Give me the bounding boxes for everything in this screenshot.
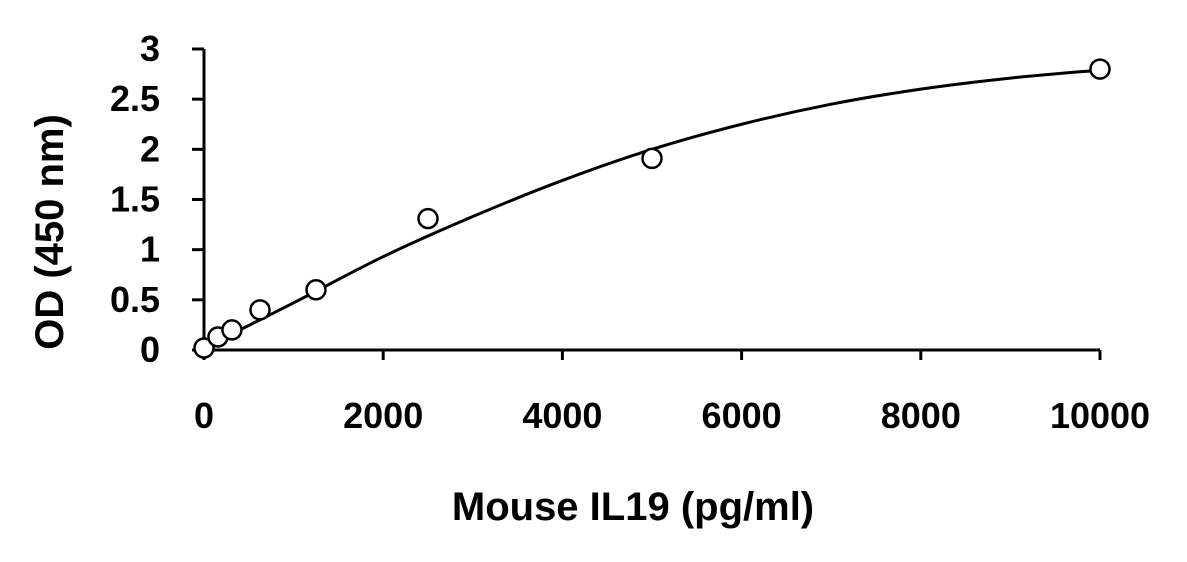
- y-tick-label: 1: [140, 229, 160, 270]
- y-tick-label: 2.5: [110, 78, 160, 119]
- y-tick-label: 0: [140, 329, 160, 370]
- fit-curve: [203, 68, 1101, 350]
- y-axis: 0 0.5 1 1.5 2 2.5 3: [110, 28, 206, 370]
- y-axis-title: OD (450 nm): [28, 114, 72, 350]
- data-point: [221, 319, 243, 341]
- y-tick-label: 2: [140, 128, 160, 169]
- x-axis-title: Mouse IL19 (pg/ml): [452, 485, 814, 529]
- data-point: [249, 299, 271, 321]
- x-tick-label: 2000: [343, 395, 423, 436]
- data-point: [417, 207, 439, 230]
- x-tick-label: 10000: [1050, 395, 1150, 436]
- x-tick-label: 8000: [881, 395, 961, 436]
- data-point: [305, 279, 327, 301]
- y-tick-label: 1.5: [110, 179, 160, 220]
- y-tick-label: 0.5: [110, 279, 160, 320]
- data-point: [1089, 58, 1111, 80]
- x-tick-label: 4000: [522, 395, 602, 436]
- x-tick-label: 6000: [702, 395, 782, 436]
- data-point: [193, 337, 215, 359]
- x-tick-label: 0: [194, 395, 214, 436]
- fit-curve-group: [203, 68, 1101, 350]
- data-point: [641, 147, 663, 170]
- x-axis: 0 2000 4000 6000 8000 10000: [194, 348, 1150, 436]
- data-points: [193, 58, 1111, 359]
- y-tick-label: 3: [140, 28, 160, 69]
